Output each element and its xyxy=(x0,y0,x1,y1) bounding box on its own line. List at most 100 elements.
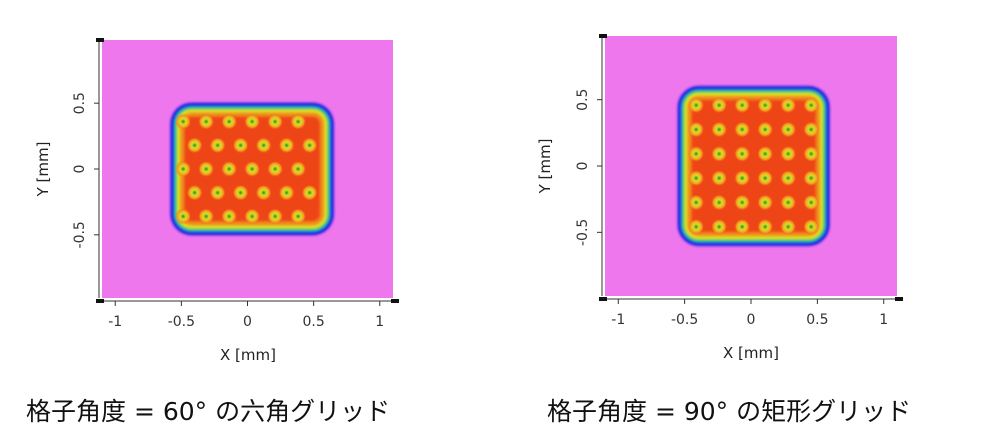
x-tick-label: 1 xyxy=(879,312,888,328)
pattern-spot xyxy=(209,184,226,201)
pattern-spot xyxy=(198,113,215,130)
x-axis-label-1: X [mm] xyxy=(723,344,779,362)
axis-corner-marker xyxy=(96,299,104,303)
pattern-spot xyxy=(255,184,272,201)
pattern-spot xyxy=(186,137,203,154)
pattern-spot xyxy=(757,97,774,114)
pattern-body-1 xyxy=(691,100,816,232)
x-tick-label: -1 xyxy=(611,312,625,328)
y-tick-label: 0.5 xyxy=(575,89,591,111)
pattern-spot xyxy=(711,170,728,187)
pattern-spot xyxy=(244,208,261,225)
pattern-spot xyxy=(803,121,820,138)
y-tick-label: -0.5 xyxy=(72,221,88,248)
pattern-spot xyxy=(803,194,820,211)
y-ticks-1: 0.5 0 -0.5 xyxy=(575,34,903,301)
x-tick-label: 0.5 xyxy=(806,312,828,328)
axis-corner-marker xyxy=(96,38,104,42)
pattern-spot xyxy=(688,121,705,138)
x-ticks-0: -1 -0.5 0 0.5 1 xyxy=(102,300,393,330)
x-tick-label: -0.5 xyxy=(671,312,698,328)
pattern-spot xyxy=(734,170,751,187)
pattern-spot xyxy=(255,137,272,154)
chart-0: Y [mm] X [mm] -1 -0.5 0 0.5 1 0.5 0 -0.5 xyxy=(34,38,399,364)
x-tick-label: -0.5 xyxy=(168,314,195,330)
pattern-spot xyxy=(244,161,261,177)
x-ticks-1: -1 -0.5 0 0.5 1 xyxy=(605,298,897,328)
x-tick-label: 0.5 xyxy=(303,314,325,330)
pattern-spot xyxy=(267,161,284,177)
y-axis-label-1: Y [mm] xyxy=(536,139,554,195)
pattern-spot xyxy=(734,121,751,138)
pattern-spot xyxy=(734,218,751,235)
pattern-spot xyxy=(267,208,284,225)
pattern-spot xyxy=(175,113,192,130)
heatmap-pattern-0 xyxy=(170,102,334,236)
chart-1: Y [mm] X [mm] -1 -0.5 0 0.5 1 0.5 0 -0.5 xyxy=(536,34,903,362)
pattern-spot xyxy=(803,170,820,187)
pattern-spot xyxy=(734,97,751,114)
pattern-spot xyxy=(221,208,238,225)
pattern-spot xyxy=(290,208,307,225)
pattern-spot xyxy=(780,218,797,235)
axis-corner-marker xyxy=(599,297,607,301)
x-tick-label: 0 xyxy=(243,314,252,330)
pattern-spot xyxy=(221,113,238,130)
pattern-spot xyxy=(278,184,295,201)
pattern-spot xyxy=(198,161,215,177)
pattern-spot xyxy=(757,145,774,162)
pattern-spot xyxy=(711,97,728,114)
caption-rect-grid: 格子角度 = 90° の矩形グリッド xyxy=(547,397,912,426)
x-tick-label: -1 xyxy=(108,314,122,330)
pattern-spot xyxy=(688,194,705,211)
pattern-spot xyxy=(757,121,774,138)
pattern-spot xyxy=(688,170,705,187)
caption-hex-grid: 格子角度 = 60° の六角グリッド xyxy=(26,397,391,426)
pattern-spot xyxy=(780,170,797,187)
pattern-spot xyxy=(186,184,203,201)
y-tick-label: 0 xyxy=(72,165,88,174)
pattern-spot xyxy=(688,218,705,235)
x-tick-label: 0 xyxy=(747,312,756,328)
pattern-spot xyxy=(711,121,728,138)
pattern-spot xyxy=(711,145,728,162)
y-axis-label-0: Y [mm] xyxy=(34,142,52,198)
pattern-spot xyxy=(175,161,192,177)
pattern-spot xyxy=(278,137,295,154)
pattern-spot xyxy=(232,137,249,154)
pattern-spot xyxy=(244,113,261,130)
pattern-spot xyxy=(757,218,774,235)
x-tick-label: 1 xyxy=(375,314,384,330)
pattern-spot xyxy=(780,145,797,162)
y-tick-label: 0 xyxy=(575,162,591,171)
pattern-spot xyxy=(221,161,238,177)
pattern-spot xyxy=(757,194,774,211)
pattern-spot xyxy=(780,97,797,114)
pattern-spot xyxy=(198,208,215,225)
y-tick-label: 0.5 xyxy=(72,92,88,114)
y-ticks-0: 0.5 0 -0.5 xyxy=(72,38,399,303)
axis-corner-marker xyxy=(895,297,903,301)
pattern-spot xyxy=(175,208,192,225)
pattern-spot xyxy=(688,97,705,114)
pattern-spot xyxy=(780,194,797,211)
pattern-spot xyxy=(232,184,249,201)
pattern-spot xyxy=(688,145,705,162)
pattern-spot xyxy=(301,137,318,154)
pattern-spot xyxy=(780,121,797,138)
pattern-spot xyxy=(290,161,307,177)
pattern-spot xyxy=(711,194,728,211)
pattern-spot xyxy=(209,137,226,154)
pattern-spot xyxy=(803,218,820,235)
pattern-spot xyxy=(734,194,751,211)
pattern-spot xyxy=(757,170,774,187)
pattern-spot xyxy=(803,145,820,162)
x-axis-label-0: X [mm] xyxy=(220,346,276,364)
pattern-spot xyxy=(734,145,751,162)
y-tick-label: -0.5 xyxy=(575,219,591,246)
pattern-spot xyxy=(267,113,284,130)
heatmap-pattern-1 xyxy=(677,86,830,246)
pattern-spot xyxy=(301,184,318,201)
pattern-spot xyxy=(711,218,728,235)
